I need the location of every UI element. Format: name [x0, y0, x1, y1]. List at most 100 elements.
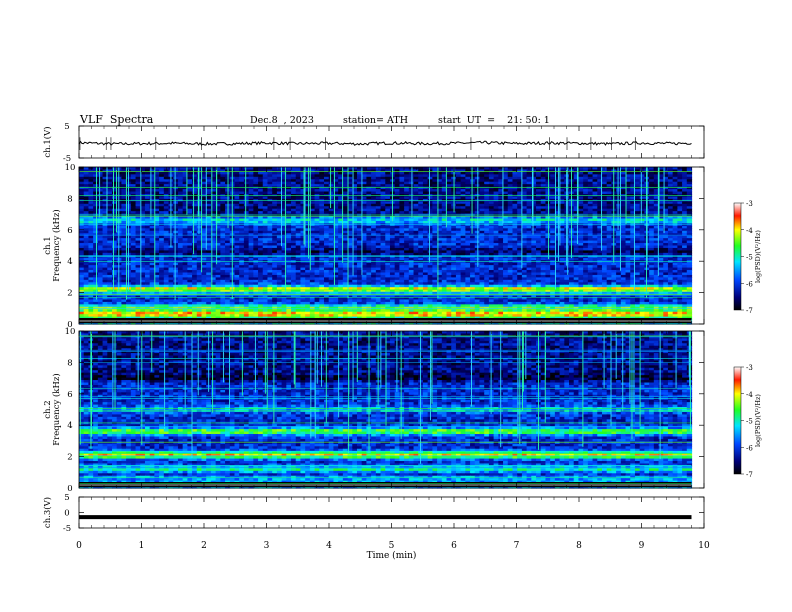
psd-cell	[484, 233, 490, 237]
psd-cell	[163, 203, 170, 207]
psd-cell	[630, 233, 636, 237]
psd-cell	[427, 216, 433, 220]
psd-cell	[404, 191, 410, 195]
psd-cell	[347, 186, 353, 190]
psd-cell	[182, 216, 188, 220]
psd-cell	[314, 189, 320, 193]
psd-cell	[672, 167, 678, 171]
psd-cell	[338, 191, 344, 195]
psd-cell	[677, 179, 683, 183]
psd-cell	[493, 169, 499, 173]
psd-cell	[314, 206, 320, 210]
psd-cell	[592, 247, 598, 252]
psd-cell	[319, 201, 325, 205]
psd-cell	[328, 203, 335, 207]
psd-cell	[144, 243, 151, 247]
psd-cell	[559, 252, 565, 256]
psd-cell	[295, 169, 302, 173]
psd-cell	[493, 218, 499, 222]
psd-cell	[375, 179, 382, 183]
psd-cell	[573, 206, 580, 210]
psd-cell	[427, 220, 433, 225]
psd-cell	[460, 174, 466, 178]
psd-cell	[559, 176, 565, 180]
psd-cell	[111, 252, 118, 256]
psd-cell	[173, 238, 179, 242]
psd-cell	[286, 181, 292, 185]
psd-cell	[225, 238, 231, 242]
psd-cell	[206, 184, 212, 188]
psd-cell	[121, 189, 127, 193]
psd-cell	[479, 250, 485, 254]
psd-cell	[159, 235, 165, 239]
psd-cell	[375, 245, 382, 249]
psd-cell	[545, 245, 551, 249]
psd-cell	[601, 225, 608, 229]
psd-cell	[328, 169, 335, 173]
psd-cell	[248, 235, 254, 239]
psd-cell	[300, 240, 306, 244]
psd-cell	[107, 216, 113, 220]
psd-cell	[488, 250, 495, 254]
psd-cell	[319, 191, 325, 195]
psd-cell	[507, 211, 514, 215]
psd-cell	[342, 176, 349, 180]
psd-cell	[385, 235, 391, 239]
psd-cell	[182, 228, 188, 232]
psd-cell	[107, 191, 113, 195]
psd-cell	[347, 208, 353, 212]
psd-cell	[121, 186, 127, 190]
psd-cell	[121, 225, 127, 229]
psd-cell	[592, 211, 598, 215]
psd-cell	[220, 243, 226, 247]
psd-cell	[460, 247, 466, 252]
psd-cell	[616, 223, 622, 227]
psd-cell	[220, 235, 226, 239]
psd-cell	[149, 223, 155, 227]
psd-cell	[272, 235, 278, 239]
psd-cell	[639, 243, 645, 247]
psd-cell	[630, 223, 636, 227]
psd-cell	[163, 235, 170, 239]
psd-cell	[653, 169, 660, 173]
psd-cell	[418, 189, 424, 193]
psd-cell	[677, 211, 683, 215]
psd-cell	[159, 191, 165, 195]
psd-cell	[234, 181, 240, 185]
psd-cell	[215, 225, 221, 229]
psd-cell	[79, 238, 85, 242]
psd-cell	[597, 171, 603, 175]
psd-cell	[116, 184, 123, 188]
psd-cell	[182, 225, 188, 229]
psd-cell	[239, 208, 245, 212]
psd-cell	[663, 250, 669, 254]
psd-cell	[116, 189, 123, 193]
psd-cell	[201, 240, 207, 244]
psd-cell	[606, 169, 613, 173]
psd-cell	[121, 243, 127, 247]
psd-cell	[418, 171, 424, 175]
psd-cell	[488, 191, 495, 195]
psd-cell	[531, 181, 537, 185]
psd-cell	[663, 223, 669, 227]
psd-cell	[225, 243, 231, 247]
psd-cell	[536, 186, 542, 190]
psd-cell	[286, 208, 292, 212]
psd-cell	[356, 250, 363, 254]
psd-cell	[135, 189, 141, 193]
psd-cell	[479, 191, 485, 195]
psd-cell	[328, 208, 335, 212]
psd-cell	[234, 196, 240, 200]
psd-cell	[140, 228, 146, 232]
psd-cell	[210, 220, 217, 225]
psd-cell	[173, 206, 179, 210]
psd-cell	[470, 235, 476, 239]
psd-cell	[545, 201, 551, 205]
psd-cell	[677, 189, 683, 193]
psd-cell	[309, 225, 316, 229]
psd-cell	[653, 186, 660, 190]
psd-cell	[682, 252, 688, 256]
psd-cell	[116, 247, 123, 252]
psd-cell	[554, 176, 561, 180]
psd-cell	[559, 186, 565, 190]
